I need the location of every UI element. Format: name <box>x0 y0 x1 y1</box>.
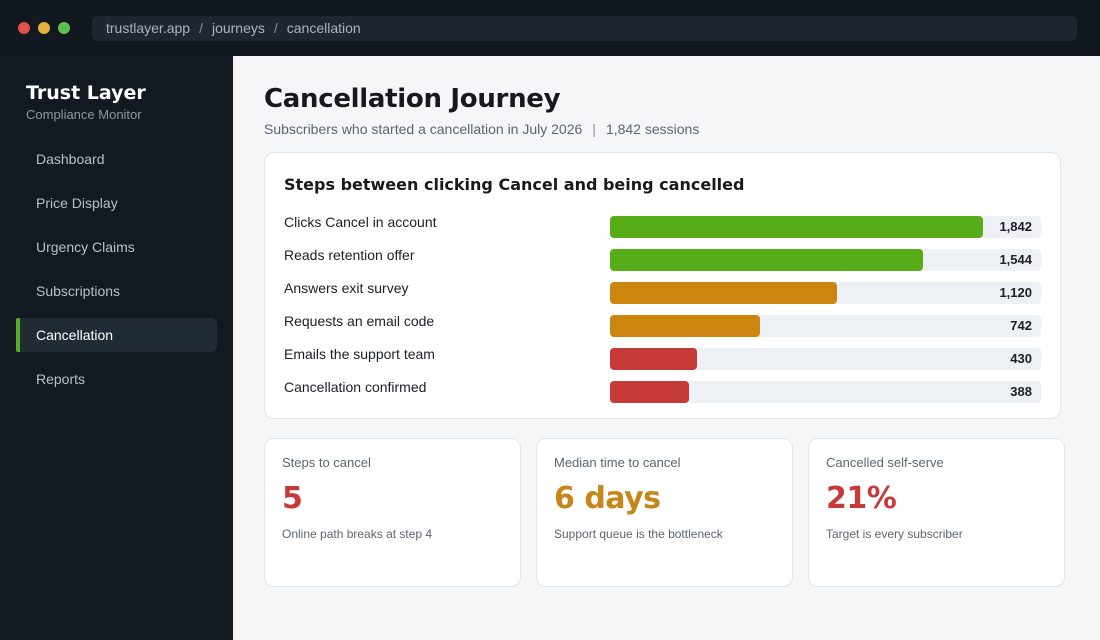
funnel-bar <box>610 216 983 238</box>
stat-note: Target is every subscriber <box>826 527 963 541</box>
sidebar-item-cancellation[interactable]: Cancellation <box>16 318 217 352</box>
breadcrumb-domain: trustlayer.app <box>106 20 191 36</box>
stat-card-median-time: Median time to cancel 6 days Support que… <box>536 438 793 587</box>
maximize-window-button[interactable] <box>58 22 70 34</box>
funnel-step-value: 1,842 <box>999 219 1032 234</box>
funnel-step-label: Clicks Cancel in account <box>284 214 437 230</box>
stat-note: Support queue is the bottleneck <box>554 527 723 541</box>
subtitle-separator: | <box>592 121 596 137</box>
session-count: 1,842 sessions <box>605 121 700 137</box>
page-subtitle: Subscribers who started a cancellation i… <box>264 121 699 137</box>
funnel-bar <box>610 249 923 271</box>
funnel-step: Clicks Cancel in account 1,842 <box>284 213 1041 238</box>
funnel-card: Steps between clicking Cancel and being … <box>264 152 1061 419</box>
stat-note: Online path breaks at step 4 <box>282 527 433 541</box>
sidebar-item-urgency-claims[interactable]: Urgency Claims <box>36 239 135 255</box>
page-subtitle-text: Subscribers who started a cancellation i… <box>264 121 583 137</box>
funnel-step-label: Requests an email code <box>284 313 435 329</box>
window-titlebar: trustlayer.app / journeys / cancellation <box>0 0 1100 56</box>
stat-value: 5 <box>282 481 303 516</box>
funnel-title: Steps between clicking Cancel and being … <box>284 175 745 194</box>
sidebar-item-subscriptions[interactable]: Subscriptions <box>36 283 121 299</box>
funnel-step-label: Emails the support team <box>284 346 435 362</box>
stat-label: Median time to cancel <box>554 455 681 470</box>
funnel-bar-track: 1,120 <box>610 282 1041 304</box>
sidebar-nav: Dashboard Price Display Urgency Claims S… <box>16 142 217 406</box>
breadcrumb-page: cancellation <box>286 20 361 36</box>
funnel-bar-track: 1,842 <box>610 216 1041 238</box>
funnel-bar <box>610 381 689 403</box>
stat-value: 6 days <box>554 481 661 516</box>
funnel-step: Answers exit survey 1,120 <box>284 279 1041 304</box>
breadcrumb-separator: / <box>199 20 203 36</box>
close-window-button[interactable] <box>18 22 30 34</box>
funnel-bar-track: 430 <box>610 348 1041 370</box>
funnel-step-label: Answers exit survey <box>284 280 409 296</box>
funnel-bar <box>610 282 837 304</box>
funnel-step: Reads retention offer 1,544 <box>284 246 1041 271</box>
funnel-bar-track: 742 <box>610 315 1041 337</box>
funnel-step-label: Reads retention offer <box>284 247 415 263</box>
stat-label: Steps to cancel <box>282 455 371 470</box>
funnel-bar <box>610 348 697 370</box>
brand-name: Trust Layer <box>26 82 146 104</box>
sidebar-item-price-display[interactable]: Price Display <box>36 195 118 211</box>
page-title: Cancellation Journey <box>264 84 561 114</box>
funnel-bar <box>610 315 760 337</box>
funnel-step-value: 430 <box>1010 351 1032 366</box>
address-bar[interactable]: trustlayer.app / journeys / cancellation <box>92 16 1077 41</box>
funnel-step-value: 388 <box>1010 384 1032 399</box>
funnel-step-value: 1,120 <box>999 285 1032 300</box>
funnel-step: Requests an email code 742 <box>284 312 1041 337</box>
main-content: Cancellation Journey Subscribers who sta… <box>233 56 1100 640</box>
funnel-step: Emails the support team 430 <box>284 345 1041 370</box>
stat-label: Cancelled self-serve <box>826 455 944 470</box>
breadcrumb-section: journeys <box>211 20 265 36</box>
stat-card-steps: Steps to cancel 5 Online path breaks at … <box>264 438 521 587</box>
sidebar-item-reports[interactable]: Reports <box>36 371 86 387</box>
funnel-bar-track: 388 <box>610 381 1041 403</box>
breadcrumb-separator: / <box>273 20 278 36</box>
funnel-step-value: 742 <box>1010 318 1032 333</box>
sidebar-item-dashboard[interactable]: Dashboard <box>36 151 105 167</box>
brand-subtitle: Compliance Monitor <box>26 107 142 122</box>
funnel-step-label: Cancellation confirmed <box>284 379 427 395</box>
funnel-step: Cancellation confirmed 388 <box>284 378 1041 403</box>
funnel-step-value: 1,544 <box>999 252 1032 267</box>
stat-card-self-serve: Cancelled self-serve 21% Target is every… <box>808 438 1065 587</box>
minimize-window-button[interactable] <box>38 22 50 34</box>
sidebar: Trust Layer Compliance Monitor Dashboard… <box>0 56 233 640</box>
funnel-bar-track: 1,544 <box>610 249 1041 271</box>
stat-value: 21% <box>826 481 897 516</box>
